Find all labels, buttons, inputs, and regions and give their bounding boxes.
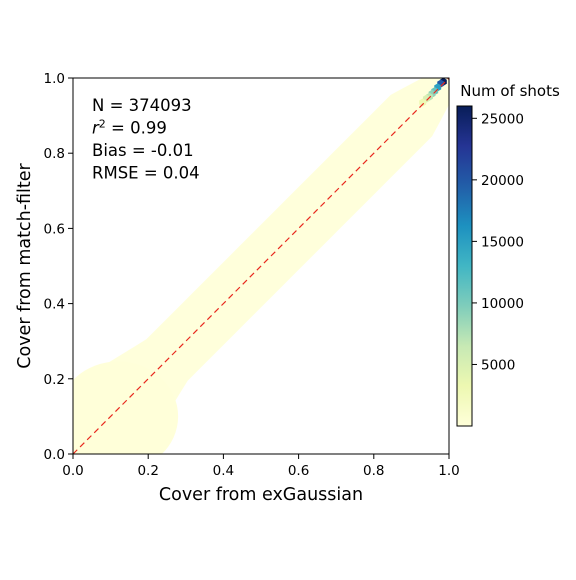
x-tick-label: 0.4 (213, 463, 234, 479)
stats-annotation-line: r2 = 0.99 (92, 117, 167, 138)
stats-annotation-part: Bias = -0.01 (92, 141, 194, 160)
density-hexbin (419, 98, 427, 107)
colorbar-tick-label: 10000 (481, 296, 524, 312)
y-tick-label: 1.0 (44, 71, 65, 87)
x-tick-label: 0.0 (62, 463, 83, 479)
y-axis-label: Cover from match-filter (15, 162, 35, 368)
y-tick-label: 0.2 (44, 372, 65, 388)
stats-annotations: N = 374093 r2 = 0.99 Bias = -0.01 RMSE = 0.… (92, 96, 200, 183)
stats-annotation-part: = 0.99 (106, 119, 167, 138)
y-tick-label: 0.8 (44, 146, 65, 162)
colorbar-tick-label: 15000 (481, 234, 524, 250)
x-tick-label: 0.8 (363, 463, 384, 479)
colorbar-tick-label: 20000 (481, 173, 524, 189)
stats-annotation-part: N = 374093 (92, 96, 192, 115)
stats-annotation-line: N = 374093 (92, 96, 192, 115)
colorbar: Num of shots 5000 10000 15000 20000 25000 (456, 82, 560, 427)
y-tick-label: 0.4 (44, 297, 65, 313)
colorbar-tick-label: 25000 (481, 111, 524, 127)
colorbar-ticks: 5000 10000 15000 20000 25000 (472, 111, 524, 373)
colorbar-tick-label: 5000 (481, 357, 515, 373)
y-tick-label: 0.0 (44, 447, 65, 463)
stats-annotation-line: Bias = -0.01 (92, 141, 194, 160)
colorbar-gradient (456, 105, 473, 427)
colorbar-title: Num of shots (460, 82, 560, 100)
y-tick-label: 0.6 (44, 221, 65, 237)
x-axis-label: Cover from exGaussian (159, 485, 363, 505)
y-axis-ticks: 0.0 0.2 0.4 0.6 0.8 1.0 (44, 71, 73, 463)
x-tick-label: 1.0 (438, 463, 459, 479)
x-tick-label: 0.6 (288, 463, 309, 479)
one-to-one-reference-line (72, 77, 450, 455)
plot-frame (72, 77, 450, 455)
stats-annotation-part: RMSE = 0.04 (92, 164, 200, 183)
stats-annotation-line: RMSE = 0.04 (92, 164, 200, 183)
x-axis-ticks: 0.0 0.2 0.4 0.6 0.8 1.0 (62, 454, 460, 479)
stats-annotation-part: 2 (99, 117, 106, 130)
density-band-lowend (73, 361, 179, 454)
stats-annotation-part: r (92, 119, 100, 138)
x-tick-label: 0.2 (137, 463, 158, 479)
